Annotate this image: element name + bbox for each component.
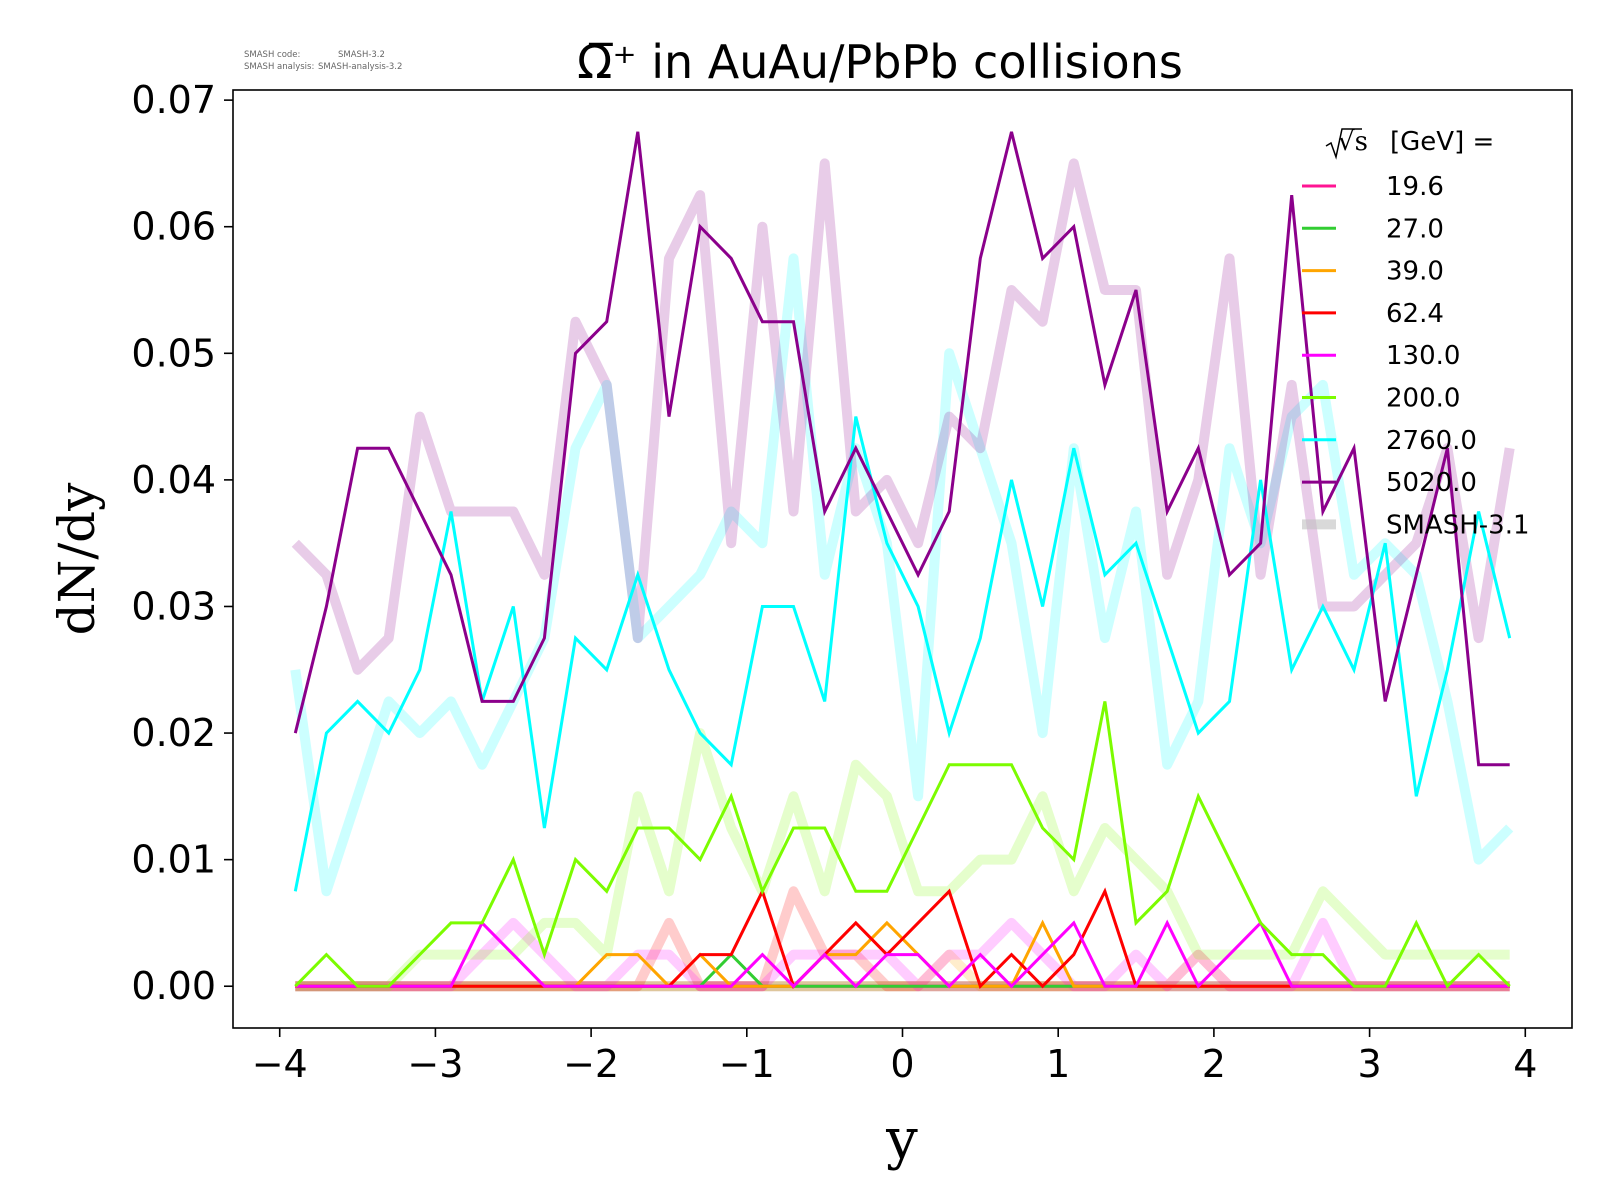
legend-items: 19.6 27.0 39.0 62.4 130.0 200.0 2760.0 5020.0 SM…: [1302, 172, 1530, 540]
code-value: SMASH-3.2: [338, 50, 385, 60]
x-tick-label: 0: [890, 1042, 914, 1086]
chart-title: Ω̅⁺ in AuAu/PbPb collisions: [577, 35, 1183, 89]
y-tick-label: 0.02: [131, 711, 216, 755]
x-tick-label: −1: [719, 1042, 775, 1086]
analysis-label: SMASH analysis:: [244, 62, 314, 72]
series-line-5020-0: [293, 131, 1510, 767]
y-tick-label: 0.03: [131, 584, 216, 628]
legend-label: 2760.0: [1386, 426, 1477, 456]
legend-title-text: [GeV] =: [1390, 127, 1494, 157]
x-tick-label: 2: [1202, 1042, 1226, 1086]
legend-label: 200.0: [1386, 384, 1460, 414]
legend-label: 19.6: [1386, 172, 1444, 202]
x-tick-label: −2: [563, 1042, 619, 1086]
code-label: SMASH code:: [244, 50, 300, 60]
legend-label: 5020.0: [1386, 468, 1477, 498]
y-axis: 0.00 0.01 0.02 0.03 0.04 0.05 0.06 0.07: [131, 78, 233, 1008]
data-series-group: [293, 131, 1512, 990]
x-tick-label: 3: [1357, 1042, 1381, 1086]
series-line-130-0: [295, 919, 1510, 989]
plot-area: [232, 89, 1573, 1029]
y-tick-label: 0.04: [131, 458, 216, 502]
x-tick-label: 4: [1513, 1042, 1537, 1086]
legend-label: 62.4: [1386, 299, 1444, 329]
run-info: SMASH code: SMASH-3.2 SMASH analysis: SM…: [244, 50, 402, 72]
y-tick-label: 0.06: [131, 205, 216, 249]
y-axis-label: dN/dy: [48, 482, 106, 636]
series-line-200-0: [294, 701, 1511, 989]
legend: √s [GeV] = 19.6 27.0 39.0 62.4 130.0 200.0 276…: [1302, 127, 1530, 540]
reference-line-2760-0: [290, 253, 1514, 897]
legend-label: 27.0: [1386, 214, 1444, 244]
y-tick-label: 0.07: [131, 78, 216, 122]
x-tick-label: 1: [1046, 1042, 1070, 1086]
reference-line-200-0: [295, 728, 1510, 992]
legend-label: 39.0: [1386, 257, 1444, 287]
series-line-2760-0: [293, 416, 1512, 892]
legend-label: 130.0: [1386, 341, 1460, 371]
x-axis: −4 −3 −2 −1 0 1 2 3 4: [252, 1028, 1537, 1086]
legend-label: SMASH-3.1: [1386, 510, 1530, 540]
x-axis-label: y: [885, 1107, 918, 1172]
y-tick-label: 0.05: [131, 331, 216, 375]
sqrt-radical: [1325, 128, 1362, 160]
analysis-value: SMASH-analysis-3.2: [318, 62, 402, 72]
y-tick-label: 0.01: [131, 838, 216, 882]
y-tick-label: 0.00: [131, 964, 216, 1008]
reference-line-5020-0: [291, 158, 1515, 675]
x-tick-label: −3: [407, 1042, 463, 1086]
sqrt-s-symbol: √s: [1338, 127, 1368, 157]
x-tick-label: −4: [252, 1042, 308, 1086]
legend-title: √s [GeV] =: [1338, 127, 1494, 157]
